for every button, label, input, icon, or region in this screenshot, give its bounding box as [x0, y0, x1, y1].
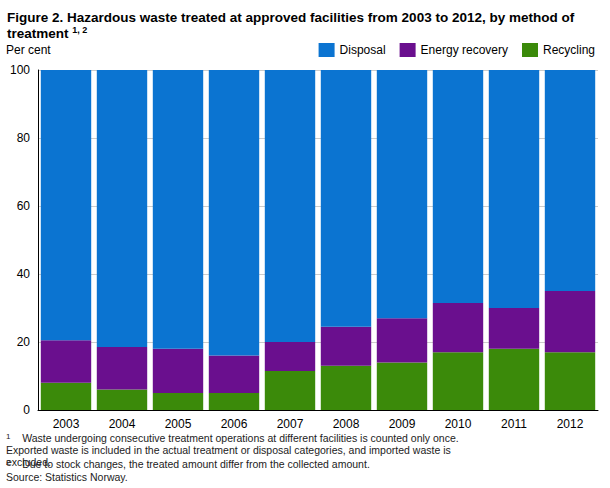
svg-text:20: 20 [17, 335, 31, 349]
svg-text:2008: 2008 [333, 417, 360, 431]
svg-text:treatment: treatment [7, 26, 72, 41]
svg-text:2010: 2010 [445, 417, 472, 431]
svg-text:Due to stock changes, the trea: Due to stock changes, the treated amount… [22, 458, 370, 470]
svg-text:Waste undergoing consecutive t: Waste undergoing consecutive treatment o… [22, 432, 462, 444]
svg-text:Source: Statistics Norway.: Source: Statistics Norway. [6, 471, 128, 483]
svg-text:1: 1 [6, 431, 11, 441]
svg-text:2007: 2007 [277, 417, 304, 431]
svg-text:Figure 2. Hazardous waste trea: Figure 2. Hazardous waste treated at app… [7, 10, 578, 25]
svg-text:2004: 2004 [109, 417, 136, 431]
svg-text:60: 60 [17, 199, 31, 213]
svg-text:80: 80 [17, 131, 31, 145]
svg-text:100: 100 [10, 63, 30, 77]
svg-text:2006: 2006 [221, 417, 248, 431]
svg-text:0: 0 [23, 403, 30, 417]
svg-text:40: 40 [17, 267, 31, 281]
svg-text:2003: 2003 [53, 417, 80, 431]
svg-text:Per cent: Per cent [6, 43, 51, 57]
svg-text:2005: 2005 [165, 417, 192, 431]
svg-text:2012: 2012 [557, 417, 584, 431]
svg-text:Exported waste is included in: Exported waste is included in the actual… [6, 444, 454, 456]
svg-text:2: 2 [6, 457, 11, 467]
svg-text:Recycling: Recycling [543, 43, 595, 57]
svg-text:2011: 2011 [501, 417, 527, 431]
svg-text:1, 2: 1, 2 [72, 25, 87, 35]
svg-text:2009: 2009 [389, 417, 416, 431]
svg-text:Energy recovery: Energy recovery [421, 43, 508, 57]
svg-text:Disposal: Disposal [340, 43, 386, 57]
